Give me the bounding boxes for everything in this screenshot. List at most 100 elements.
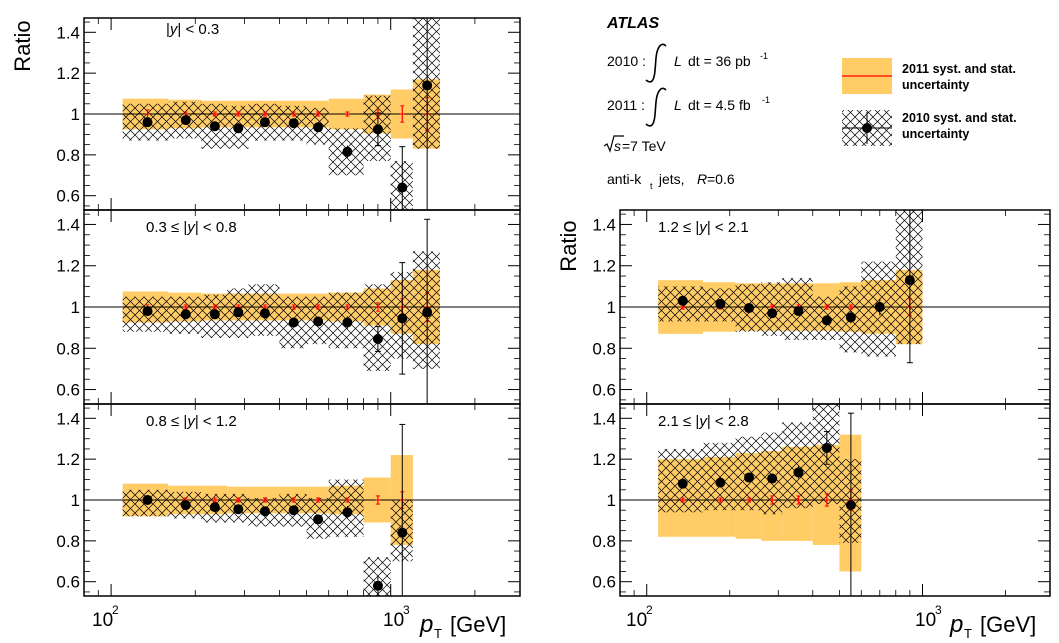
point-2010 xyxy=(142,117,153,128)
svg-text:jets,: jets, xyxy=(655,171,692,187)
svg-text:3: 3 xyxy=(403,603,410,617)
energy-label: s =7 TeV xyxy=(603,135,666,154)
svg-text:10: 10 xyxy=(383,610,404,631)
x-tick-label-1000-right: 10 3 xyxy=(915,603,942,631)
point-2010 xyxy=(821,315,832,326)
y-tick-label: 0.6 xyxy=(592,573,616,592)
plot-area xyxy=(84,18,520,210)
point-2010 xyxy=(744,303,755,314)
point-2010 xyxy=(845,500,856,511)
y-tick-label: 1.4 xyxy=(56,409,80,428)
point-2010 xyxy=(397,182,408,193)
panel-y-2p1-2p8: 0.6 0.8 1 1.2 1.4 2.1 ≤ |y| < 2.8 xyxy=(592,403,1051,597)
svg-text:10: 10 xyxy=(626,610,647,631)
svg-text:10: 10 xyxy=(92,610,113,631)
point-2010 xyxy=(372,580,383,591)
svg-text:-1: -1 xyxy=(762,95,770,105)
y-tick-label: 1 xyxy=(71,105,80,124)
x-tick-label-1000-left: 10 3 xyxy=(383,603,410,631)
svg-text:p: p xyxy=(949,611,963,638)
svg-text:[GeV]: [GeV] xyxy=(980,612,1036,637)
x-axis-title-left: p T [GeV] xyxy=(419,611,506,641)
y-axis-title-right: Ratio xyxy=(556,220,581,271)
y-tick-label: 1 xyxy=(71,491,80,510)
plot-area xyxy=(620,210,1050,364)
svg-text:t: t xyxy=(650,181,653,191)
plot-area xyxy=(620,404,1050,596)
point-2010 xyxy=(288,118,299,129)
svg-text:2: 2 xyxy=(646,603,653,617)
y-tick-label: 1 xyxy=(71,298,80,317)
plot-area xyxy=(84,218,520,404)
svg-text:uncertainty: uncertainty xyxy=(902,127,969,141)
y-tick-label: 1.2 xyxy=(592,450,616,469)
atlas-label: ATLAS xyxy=(606,15,659,32)
point-2010 xyxy=(397,313,408,324)
svg-text:dt = 4.5 fb: dt = 4.5 fb xyxy=(688,97,751,113)
point-2010 xyxy=(767,308,778,319)
point-2010 xyxy=(233,307,244,318)
y-tick-label: 1.4 xyxy=(56,215,80,234)
x-axis-title-right: p T [GeV] xyxy=(949,611,1036,641)
band-2010-bin xyxy=(703,442,736,511)
svg-text:10: 10 xyxy=(915,610,936,631)
point-2010 xyxy=(422,307,433,318)
y-tick-label: 1.2 xyxy=(56,450,80,469)
point-2010 xyxy=(677,478,688,489)
point-2010 xyxy=(397,527,408,538)
svg-text:dt = 36 pb: dt = 36 pb xyxy=(688,53,751,69)
rapidity-bin-label: |y| < 0.3 xyxy=(166,21,219,38)
point-2010 xyxy=(342,146,353,157)
svg-text:L: L xyxy=(674,97,682,113)
point-2010 xyxy=(313,514,324,525)
point-2010 xyxy=(744,472,755,483)
point-2010 xyxy=(209,121,220,132)
svg-text:2011 syst. and stat.: 2011 syst. and stat. xyxy=(902,62,1016,76)
panel-y-0p8-1p2: 0.6 0.8 1 1.2 1.4 0.8 ≤ |y| < 1.2 xyxy=(56,403,521,597)
point-2010 xyxy=(793,306,804,317)
y-tick-label: 0.8 xyxy=(56,339,80,358)
point-2010 xyxy=(180,500,191,511)
y-tick-label: 0.8 xyxy=(592,339,616,358)
band-2010-bin xyxy=(812,404,840,505)
band-2010-bin xyxy=(761,432,783,515)
legend-entry-2011: 2011 syst. and stat. uncertainty xyxy=(842,58,1016,94)
point-2010 xyxy=(372,124,383,135)
svg-text:2010 :: 2010 : xyxy=(607,53,646,69)
svg-text:anti-k: anti-k xyxy=(607,171,642,187)
y-tick-label: 1.4 xyxy=(56,23,80,42)
point-2010 xyxy=(874,302,885,312)
band-2010-bin xyxy=(363,284,391,371)
point-2010 xyxy=(845,312,856,323)
y-tick-label: 1.4 xyxy=(592,409,616,428)
point-2010 xyxy=(259,117,270,128)
svg-text:[GeV]: [GeV] xyxy=(450,612,506,637)
point-2010 xyxy=(677,295,688,306)
point-2010 xyxy=(288,317,299,328)
point-2010 xyxy=(259,308,270,319)
y-tick-label: 1.2 xyxy=(56,257,80,276)
y-axis-title-left: Ratio xyxy=(10,20,35,71)
rapidity-bin-label: 2.1 ≤ |y| < 2.8 xyxy=(658,413,749,430)
sqrt-sign-icon xyxy=(603,135,624,153)
y-tick-label: 1 xyxy=(607,491,616,510)
svg-text:=7 TeV: =7 TeV xyxy=(622,138,666,154)
point-2010 xyxy=(209,309,220,320)
svg-text:-1: -1 xyxy=(760,51,768,61)
point-2010 xyxy=(342,507,353,518)
y-tick-label: 0.6 xyxy=(56,187,80,206)
svg-text:2011 :: 2011 : xyxy=(607,97,645,113)
svg-text:T: T xyxy=(434,626,442,641)
svg-text:2010 syst. and stat.: 2010 syst. and stat. xyxy=(902,111,1017,125)
x-tick-label-100-right: 10 2 xyxy=(626,603,653,631)
integral-sign-icon xyxy=(645,87,667,127)
lumi-2011: 2011 : L dt = 4.5 fb -1 xyxy=(607,87,770,127)
panel-y-0-0p3: 0.6 0.8 1 1.2 1.4 |y| < 0.3 xyxy=(56,17,521,211)
svg-text:2: 2 xyxy=(112,603,119,617)
point-2010 xyxy=(793,467,804,478)
svg-text:s: s xyxy=(614,138,621,154)
y-tick-label: 1.4 xyxy=(592,215,616,234)
point-2010 xyxy=(372,333,383,344)
y-tick-label: 1 xyxy=(607,298,616,317)
